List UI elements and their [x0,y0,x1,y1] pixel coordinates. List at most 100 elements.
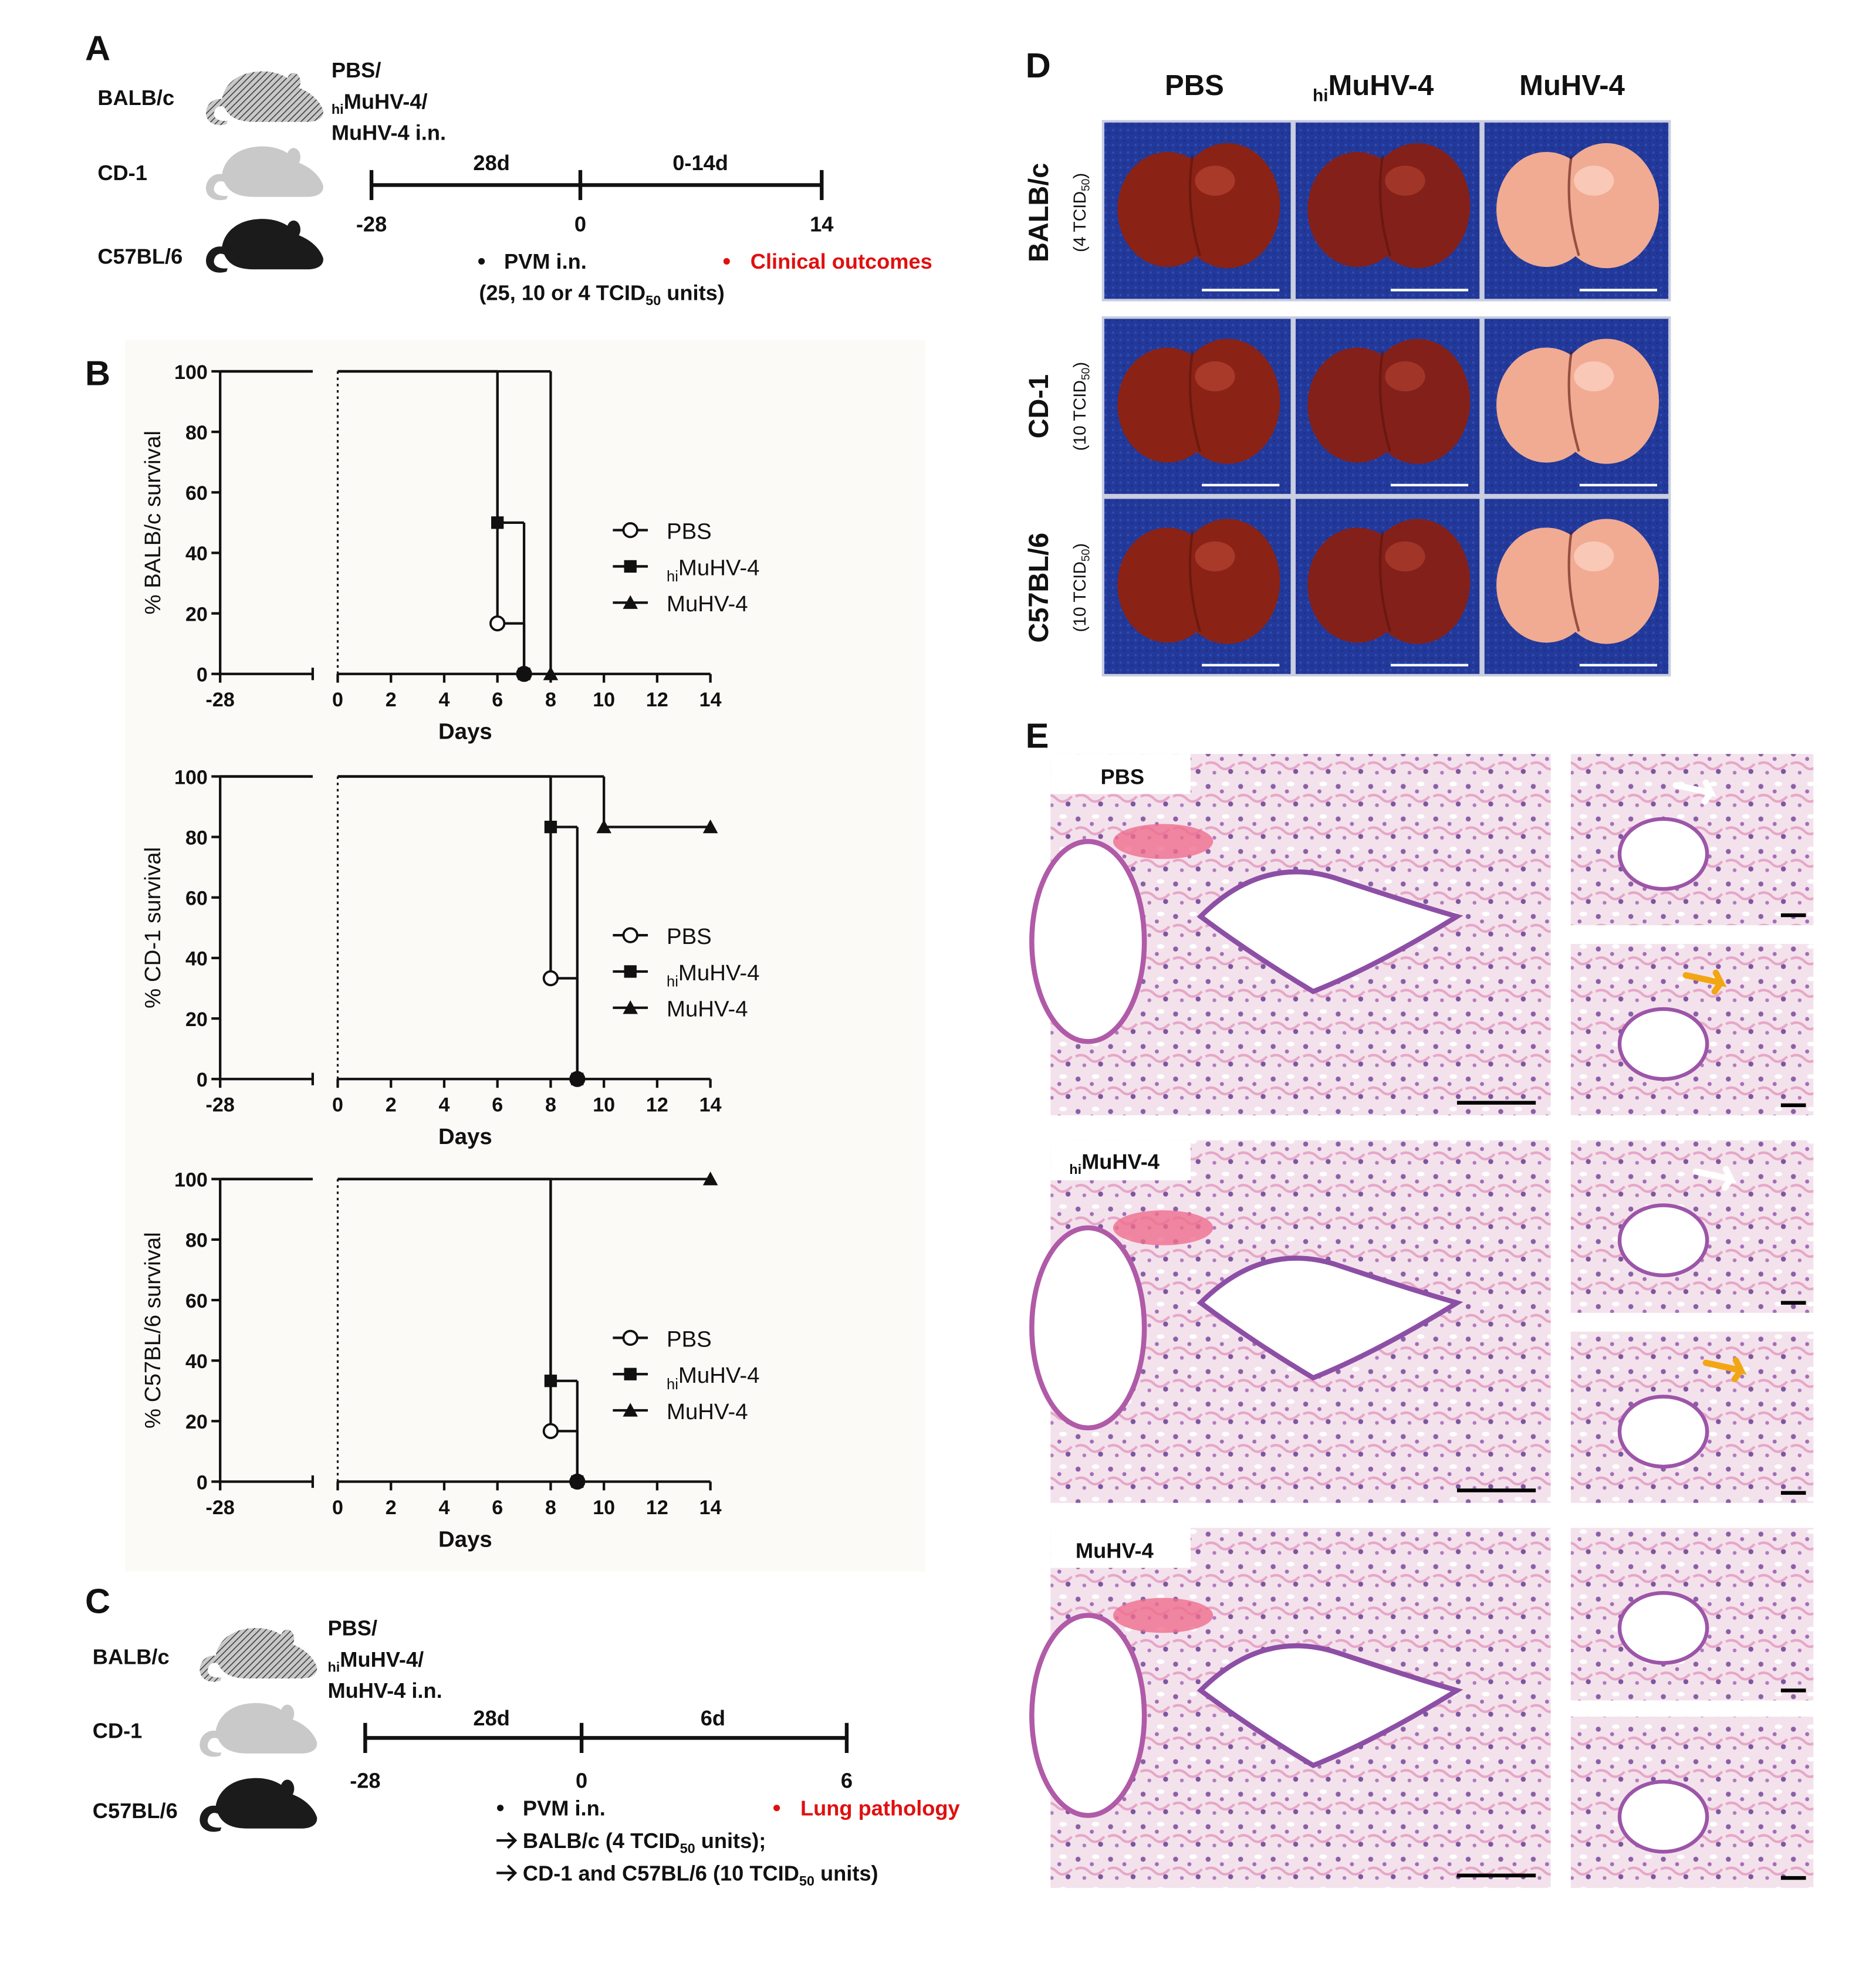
lung-photos [1101,120,1671,676]
x-tick-label: 12 [646,1497,668,1519]
lung-fissure [1567,531,1580,632]
marker [544,1375,557,1387]
arrow [1682,969,1727,995]
airway [1617,817,1709,891]
lung-highlight [1195,361,1235,392]
timeline-tick: 0 [574,212,586,236]
y-tick-label: 20 [185,1411,208,1433]
airway [1029,1225,1147,1431]
legend-label: MuHV-4 [667,1399,748,1424]
label-background [1050,1528,1191,1568]
bullet [497,1805,504,1812]
subscript: 50 [1080,549,1092,561]
x-tick-label: 14 [699,1094,722,1116]
lung-highlight [1385,361,1425,392]
x-axis-label: Days [438,1124,492,1149]
legend-marker [623,595,638,609]
strain-label: CD-1 [93,1718,143,1742]
x-axis-label: Days [438,1527,492,1552]
subscript: hi [667,974,678,990]
strain-label: BALB/c [97,86,174,110]
mouse-icon [206,219,323,273]
subscript: hi [332,101,344,117]
subscript: hi [667,1376,678,1393]
marker [702,819,718,834]
row-dose: (10 TCID50) [1070,543,1092,632]
vessel [1113,1210,1214,1246]
bullet [773,1805,780,1812]
x-tick-label: 4 [438,1497,449,1519]
legend-text: MuHV-4 [667,591,748,617]
legend-label: PBS [667,924,712,949]
treatment: hiMuHV-4/ [332,89,428,117]
subscript: hi [1069,1162,1081,1177]
x-tick-label: 8 [545,689,556,711]
period-label: 28d [473,151,509,175]
legend-label: PBS [667,1326,712,1352]
y-tick-label: 20 [185,1008,208,1031]
dose-text: units) [661,280,725,304]
treatment: hiMuHV-4/ [327,1647,424,1675]
legend-marker [624,560,637,573]
airway [1617,1395,1709,1469]
x-tick-label: 10 [593,689,615,711]
row-label: C57BL/6 [1023,533,1054,643]
subscript: hi [667,568,678,585]
legend-label: hiMuHV-4 [667,555,759,585]
dose-text: (10 TCID [1070,380,1090,451]
lung-fissure [1188,351,1202,452]
y-tick-label: 80 [185,827,208,849]
lung-fissure [1567,351,1580,452]
row-dose: (4 TCID50) [1070,173,1092,252]
outcome: Lung pathology [800,1796,960,1820]
x-tick-label: 14 [699,1497,722,1519]
label-background [1050,754,1191,794]
mouse-icon [206,71,323,126]
row-label: PBS [1101,764,1144,788]
treatment: MuHV-4 i.n. [332,121,446,145]
legend-marker [623,1000,638,1014]
legend-label: hiMuHV-4 [667,960,759,990]
x-tick-label: -28 [206,1497,235,1519]
challenge: PVM i.n. [504,249,587,273]
lung-fissure [1378,531,1391,632]
survival-chart: 0 20 40 60 80 100 -28 0 2 4 6 8 10 12 14 Days % BALB/c s… [140,361,760,744]
subscript: hi [1313,86,1329,106]
legend-marker [622,522,638,539]
dose-text: (4 TCID [1070,191,1090,252]
lung-highlight [1574,361,1614,392]
x-tick-label: 0 [332,1497,343,1519]
mouse-icon [200,1627,317,1682]
legend-text: MuHV-4 [667,997,748,1022]
y-axis-label: % BALB/c survival [140,431,165,614]
timeline-tick: 0 [576,1769,587,1793]
treatment: MuHV-4 i.n. [327,1678,442,1703]
treatment: PBS/ [327,1616,377,1640]
lung-fissure [1188,531,1202,632]
challenge: PVM i.n. [523,1796,606,1820]
group-text: units); [695,1829,766,1853]
panel-letter: C [85,1581,110,1620]
lung-highlight [1574,165,1614,196]
strain-label: C57BL/6 [93,1799,178,1823]
x-tick-label: 6 [492,1094,503,1116]
lung-fissure [1567,155,1580,256]
survival-chart: 0 20 40 60 80 100 -28 0 2 4 6 8 10 12 14 Days % CD-1 sur… [140,766,760,1149]
bullet [723,258,730,265]
airway [1196,1643,1463,1769]
mouse-icon [206,146,323,201]
marker [518,668,530,681]
x-tick-label: 14 [699,689,722,711]
marker [542,1423,559,1439]
group: BALB/c (4 TCID50 units); [523,1829,766,1856]
y-tick-label: 80 [185,422,208,444]
subscript: hi [327,1659,340,1674]
x-tick-label: 0 [332,689,343,711]
lung-highlight [1385,165,1425,196]
legend-label: PBS [667,519,712,544]
x-tick-label: 4 [438,1094,449,1116]
row-label: MuHV-4 [1076,1538,1154,1562]
legend-marker [624,965,637,978]
x-tick-label: 8 [545,1094,556,1116]
